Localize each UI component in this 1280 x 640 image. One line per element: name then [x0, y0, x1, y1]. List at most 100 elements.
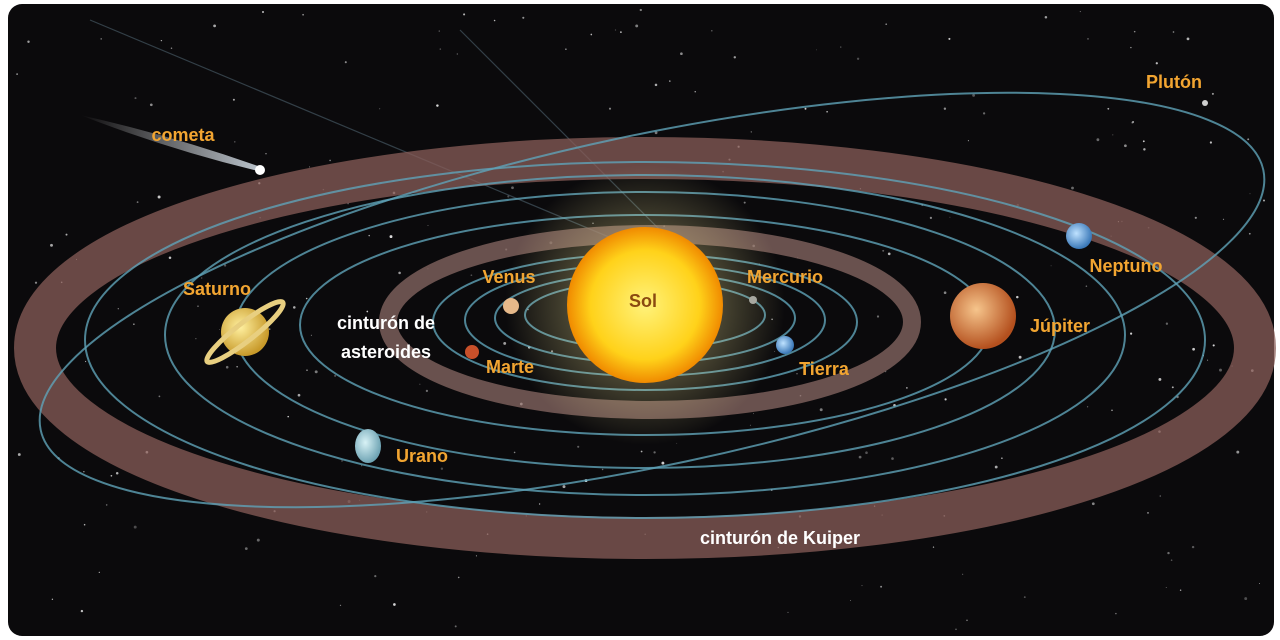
star	[35, 282, 37, 284]
star	[315, 370, 318, 373]
star	[962, 574, 963, 575]
label-jupiter: Júpiter	[1030, 316, 1090, 336]
star	[100, 38, 102, 40]
star	[1001, 457, 1003, 459]
star	[948, 38, 950, 40]
label-venus: Venus	[482, 267, 535, 287]
star	[983, 112, 985, 114]
star	[195, 338, 196, 339]
star	[695, 91, 696, 92]
star	[236, 366, 237, 367]
star	[428, 225, 429, 226]
star	[159, 396, 161, 398]
star	[635, 24, 638, 27]
star	[1259, 583, 1260, 584]
star	[1244, 597, 1247, 600]
star	[436, 104, 438, 106]
star	[680, 52, 683, 55]
star	[1019, 356, 1022, 359]
star	[455, 625, 457, 627]
neptune	[1066, 223, 1092, 249]
star	[334, 375, 336, 377]
star	[539, 503, 540, 504]
star	[99, 572, 100, 573]
star	[233, 99, 235, 101]
star	[1247, 138, 1249, 140]
star	[577, 446, 579, 448]
star	[609, 108, 611, 110]
star	[1171, 559, 1173, 561]
star	[1143, 148, 1145, 150]
jupiter	[950, 283, 1016, 349]
star	[955, 628, 957, 630]
star	[661, 462, 664, 465]
star	[744, 202, 746, 204]
star	[1249, 233, 1251, 235]
star	[522, 17, 524, 19]
star	[52, 599, 53, 600]
star	[944, 108, 946, 110]
star	[262, 11, 264, 13]
star	[888, 253, 891, 256]
star	[426, 390, 428, 392]
star	[862, 585, 863, 586]
star	[1166, 323, 1168, 325]
star	[83, 471, 84, 472]
star	[949, 217, 950, 218]
star	[1132, 121, 1134, 123]
star	[368, 235, 369, 236]
star	[906, 387, 908, 389]
star	[1096, 138, 1099, 141]
star	[563, 485, 566, 488]
star	[393, 603, 396, 606]
star	[134, 526, 137, 529]
star	[640, 9, 642, 11]
star	[302, 14, 304, 16]
star	[1192, 546, 1194, 548]
star	[1071, 187, 1074, 190]
label-comet: cometa	[151, 125, 215, 145]
star	[134, 97, 136, 99]
star	[1080, 11, 1081, 12]
star	[345, 61, 347, 63]
star	[306, 298, 308, 300]
star	[398, 272, 401, 275]
star	[463, 13, 465, 15]
star	[50, 244, 53, 247]
star	[602, 469, 603, 470]
label-mars: Marte	[486, 357, 534, 377]
star	[1092, 502, 1095, 505]
star	[306, 369, 307, 370]
star	[1263, 200, 1265, 202]
page: {"labels": { "cometa": "cometa", "pluton…	[0, 0, 1280, 640]
star	[850, 600, 851, 601]
star	[1115, 613, 1116, 614]
label-saturn: Saturno	[183, 279, 251, 299]
star	[1143, 140, 1145, 142]
star	[471, 274, 473, 276]
star	[1130, 333, 1132, 335]
star	[137, 201, 139, 203]
star	[340, 605, 341, 606]
star	[788, 612, 789, 613]
mars	[465, 345, 479, 359]
star	[16, 73, 18, 75]
star	[944, 291, 947, 294]
star	[1024, 596, 1026, 598]
star	[945, 398, 947, 400]
star	[118, 308, 119, 309]
star	[641, 451, 643, 453]
solar-system-diagram: cometa Plutón Saturno cinturón de astero…	[0, 0, 1280, 640]
uranus	[355, 429, 381, 463]
star	[342, 461, 343, 462]
star	[820, 408, 823, 411]
star	[1086, 285, 1088, 287]
star	[439, 30, 440, 31]
label-earth: Tierra	[799, 359, 850, 379]
star	[1130, 47, 1131, 48]
label-asteroid-belt: asteroides	[341, 342, 431, 362]
star	[1223, 219, 1224, 220]
star	[840, 47, 841, 48]
star	[1087, 38, 1089, 40]
star	[1124, 144, 1127, 147]
